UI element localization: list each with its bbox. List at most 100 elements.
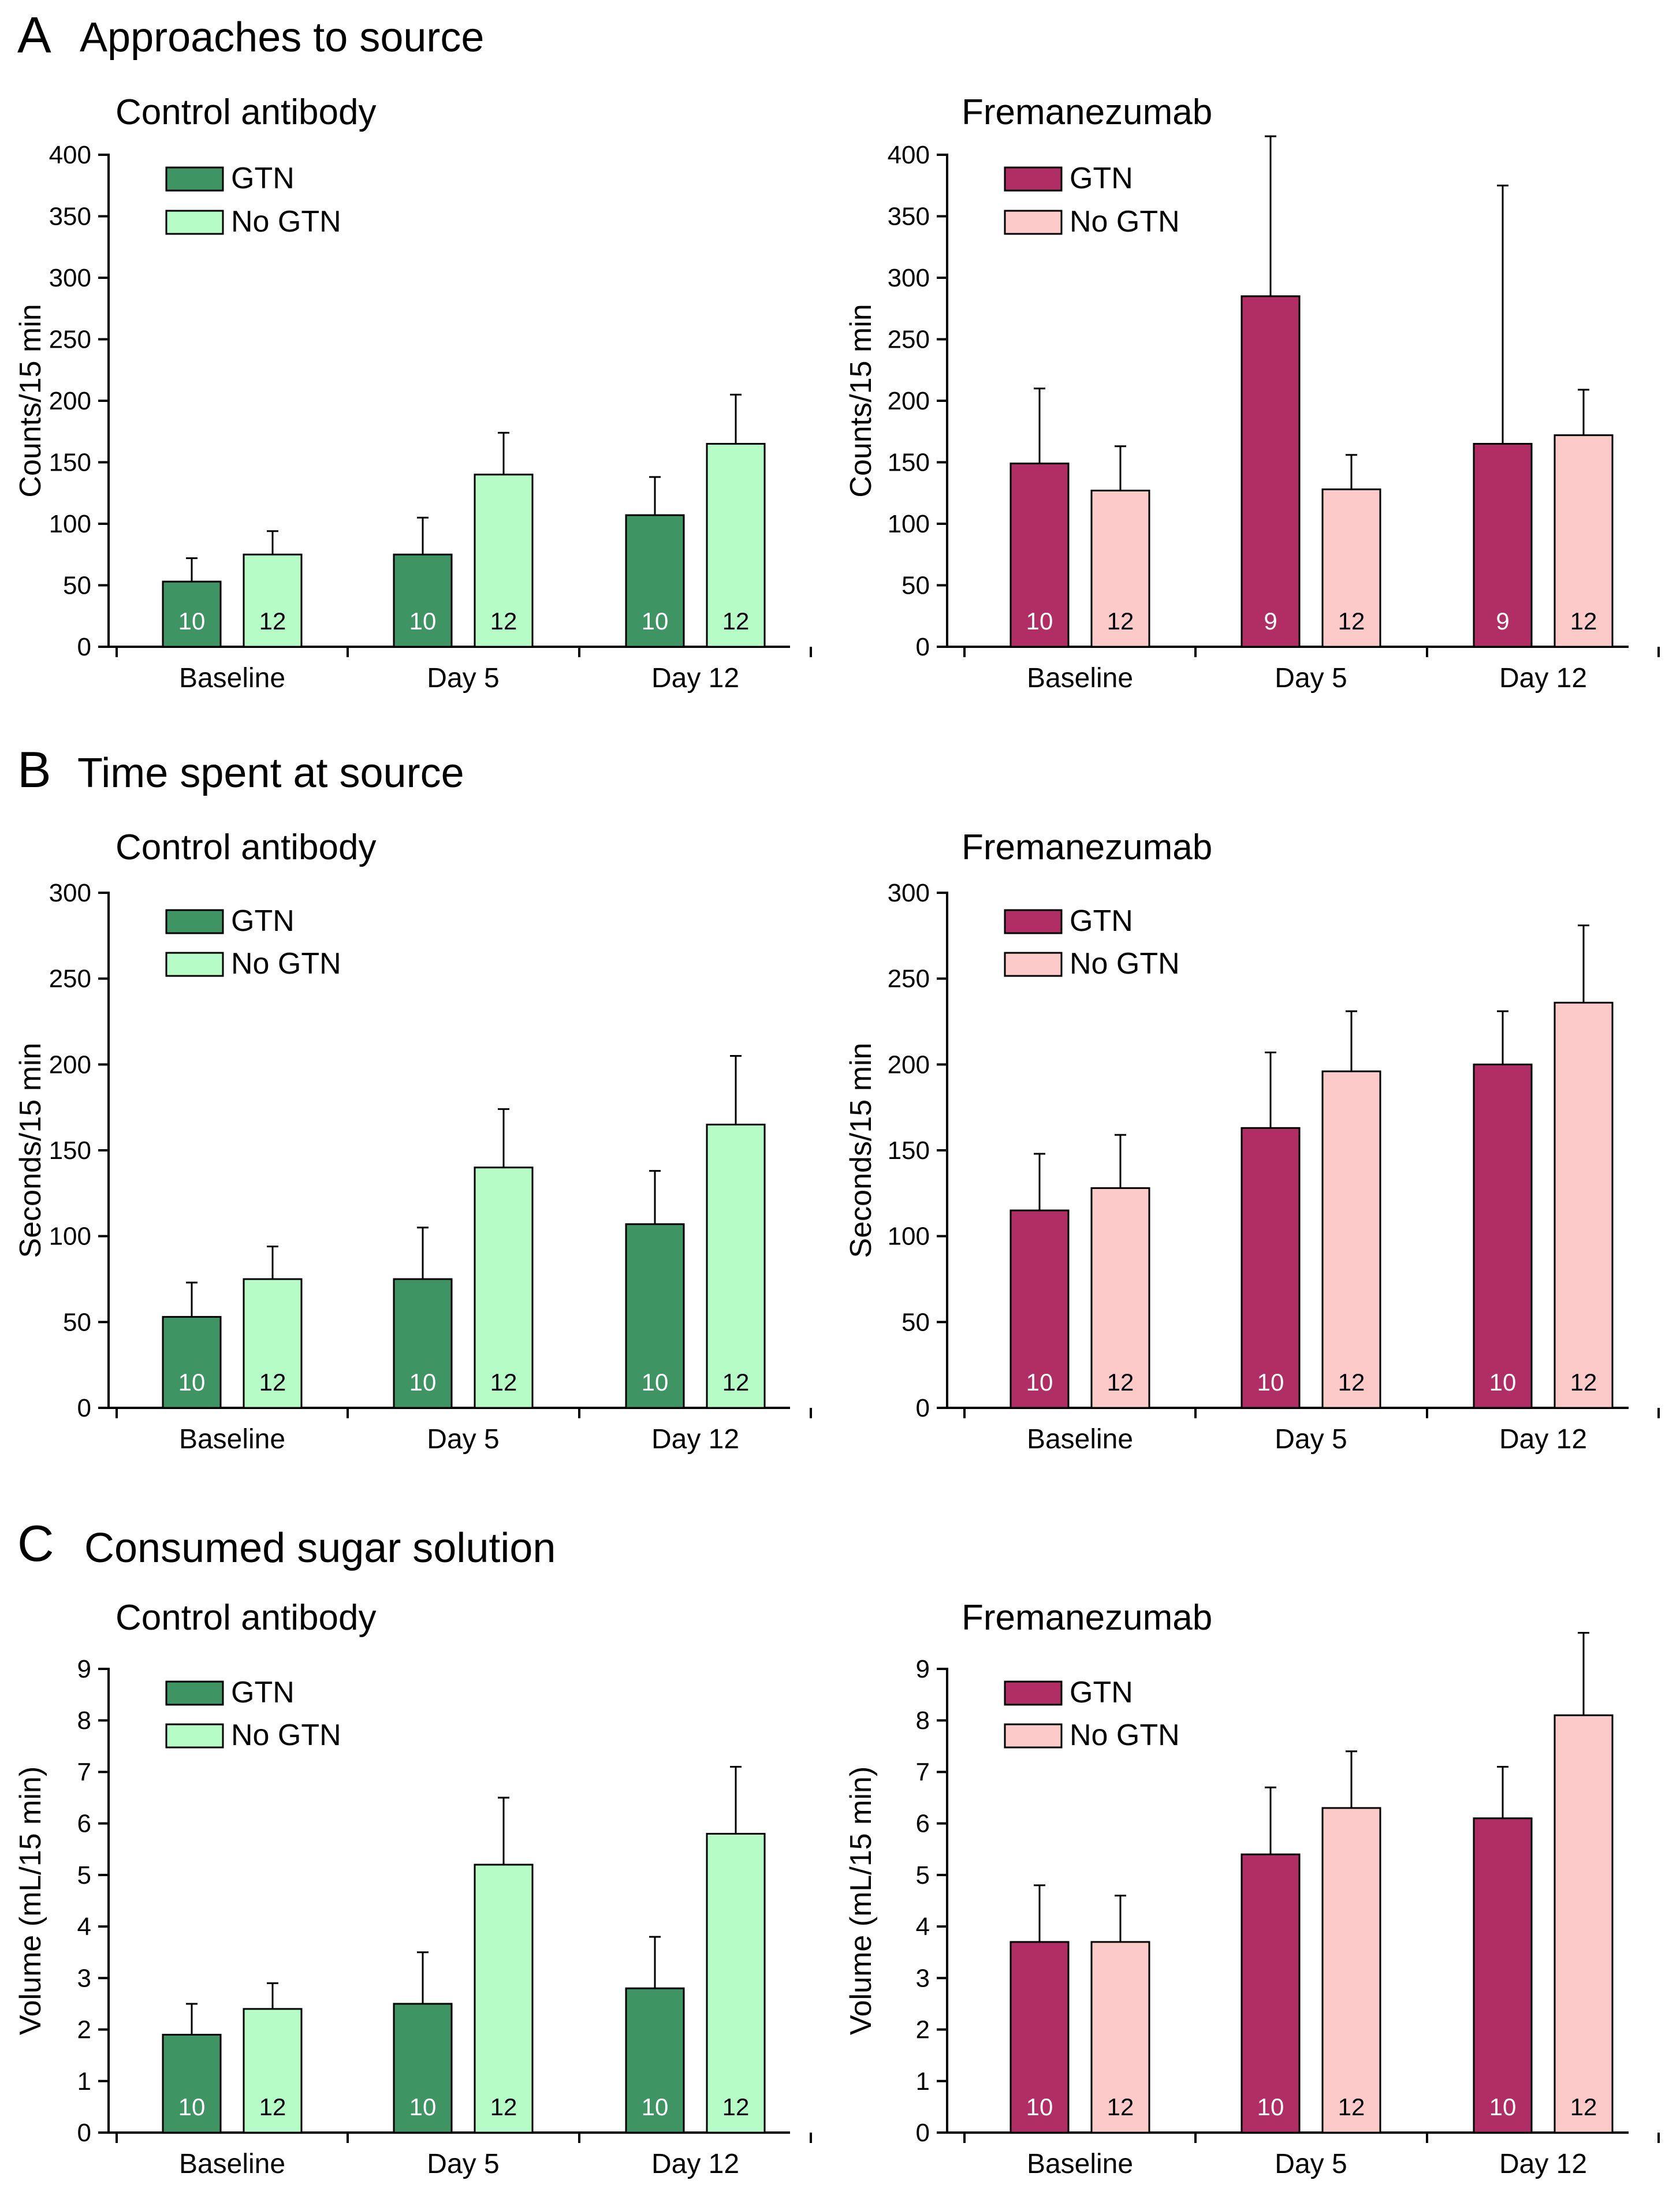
bar-n-label: 12 [1338, 2093, 1365, 2120]
bar-n-label: 12 [1107, 1369, 1134, 1396]
y-tick-label: 7 [77, 1758, 91, 1786]
bar-gtn [393, 2003, 453, 2134]
bar-gtn [162, 580, 222, 648]
bar-n-label: 12 [1107, 607, 1134, 635]
bar-gtn [625, 1987, 685, 2134]
bar-n-label: 12 [1570, 2093, 1597, 2120]
y-tick-label: 1 [77, 2067, 91, 2096]
bar-gtn [1010, 1941, 1070, 2134]
y-tick-label: 0 [916, 2119, 930, 2147]
y-tick-label: 50 [63, 572, 91, 600]
y-tick-label: 1 [916, 2067, 930, 2096]
y-axis-label: Volume (mL/15 min) [844, 1766, 878, 2035]
y-tick-label: 400 [888, 141, 930, 169]
legend-label-no-gtn: No GTN [1070, 947, 1180, 981]
y-tick-label: 150 [888, 449, 930, 477]
chart-title: Fremanezumab [962, 92, 1212, 132]
y-tick-label: 50 [902, 1308, 930, 1336]
legend-swatch-gtn [165, 909, 224, 934]
y-tick-label: 200 [49, 387, 91, 415]
y-tick-label: 2 [916, 2016, 930, 2044]
bar-n-label: 10 [178, 607, 206, 635]
bar-n-label: 9 [1496, 607, 1509, 635]
y-tick-label: 250 [49, 326, 91, 354]
bar-no-gtn [706, 443, 766, 648]
bar-n-label: 12 [1338, 607, 1365, 635]
y-tick-label: 4 [916, 1913, 930, 1941]
bar-n-label: 10 [409, 1369, 437, 1396]
section-title-a: Approaches to source [80, 14, 485, 61]
bar-no-gtn [1321, 1807, 1381, 2134]
y-tick-label: 200 [49, 1050, 91, 1079]
y-tick-label: 200 [888, 1050, 930, 1079]
y-axis-label: Counts/15 min [844, 304, 878, 497]
bar-no-gtn [243, 2008, 303, 2134]
x-category-label: Day 12 [1499, 2149, 1587, 2179]
legend-label-no-gtn: No GTN [231, 205, 341, 238]
x-category-label: Day 5 [427, 1424, 499, 1455]
y-tick-label: 350 [888, 203, 930, 231]
bar-n-label: 10 [1257, 2093, 1284, 2120]
y-tick-label: 400 [49, 141, 91, 169]
chart-a-fremanezumab: Fremanezumab 0 50 100 150 200 250 300 350 400 Coun… [844, 92, 1660, 694]
y-tick-label: 350 [49, 203, 91, 231]
chart-b-fremanezumab: Fremanezumab 0 50 100 150 200 250 300 Seconds/15… [844, 828, 1660, 1455]
bar-n-label: 12 [259, 1369, 286, 1396]
bar-n-label: 12 [1570, 607, 1597, 635]
bar-no-gtn [1554, 434, 1614, 648]
y-tick-label: 50 [902, 572, 930, 600]
bar-n-label: 10 [409, 607, 437, 635]
y-tick-label: 2 [77, 2016, 91, 2044]
y-tick-label: 300 [49, 264, 91, 292]
y-tick-label: 300 [49, 879, 91, 907]
y-tick-label: 3 [916, 1964, 930, 1992]
legend-label-no-gtn: No GTN [231, 947, 341, 981]
bar-no-gtn [474, 1863, 534, 2134]
legend-label-gtn: GTN [1070, 1676, 1133, 1709]
bar-n-label: 10 [1489, 2093, 1517, 2120]
bar-no-gtn [1554, 1714, 1614, 2134]
x-category-label: Day 12 [651, 663, 739, 694]
bar-gtn [1241, 295, 1301, 648]
x-category-label: Baseline [1027, 2149, 1133, 2179]
bar-n-label: 12 [1570, 1369, 1597, 1396]
bar-n-label: 12 [722, 2093, 750, 2120]
bar-n-label: 12 [490, 2093, 517, 2120]
x-category-label: Day 12 [1499, 663, 1587, 694]
chart-a-control: Control antibody 0 50 100 150 200 250 300 350 400… [14, 92, 812, 694]
y-tick-label: 9 [77, 1655, 91, 1683]
legend-swatch-gtn [165, 1680, 224, 1706]
y-tick-label: 8 [77, 1706, 91, 1735]
bar-no-gtn [1090, 1941, 1150, 2134]
y-tick-label: 6 [77, 1810, 91, 1838]
bar-gtn [162, 1315, 222, 1409]
y-axis-label: Volume (mL/15 min) [14, 1766, 47, 2035]
bar-gtn [1010, 463, 1070, 648]
x-category-label: Day 5 [427, 663, 499, 694]
chart-title: Control antibody [116, 92, 377, 132]
legend-swatch-no-gtn [165, 210, 224, 235]
y-tick-label: 200 [888, 387, 930, 415]
y-tick-label: 100 [49, 1223, 91, 1251]
legend-swatch-gtn [1004, 166, 1063, 192]
bar-n-label: 10 [642, 1369, 669, 1396]
x-category-label: Baseline [179, 2149, 285, 2179]
bar-n-label: 10 [642, 607, 669, 635]
bar-n-label: 10 [1489, 1369, 1517, 1396]
legend-label-gtn: GTN [231, 1676, 295, 1709]
bar-n-label: 12 [490, 1369, 517, 1396]
bar-no-gtn [1321, 1070, 1381, 1409]
legend-swatch-gtn [1004, 1680, 1063, 1706]
y-tick-label: 150 [888, 1136, 930, 1165]
legend-swatch-no-gtn [165, 952, 224, 977]
chart-title: Fremanezumab [962, 1598, 1212, 1638]
legend-label-gtn: GTN [1070, 162, 1133, 195]
x-category-label: Day 12 [1499, 1424, 1587, 1455]
y-tick-label: 300 [888, 264, 930, 292]
chart-title: Control antibody [116, 828, 377, 867]
bar-n-label: 10 [1026, 607, 1053, 635]
x-category-label: Day 5 [1275, 1424, 1347, 1455]
legend-swatch-no-gtn [1004, 210, 1063, 235]
x-category-label: Baseline [1027, 1424, 1133, 1455]
